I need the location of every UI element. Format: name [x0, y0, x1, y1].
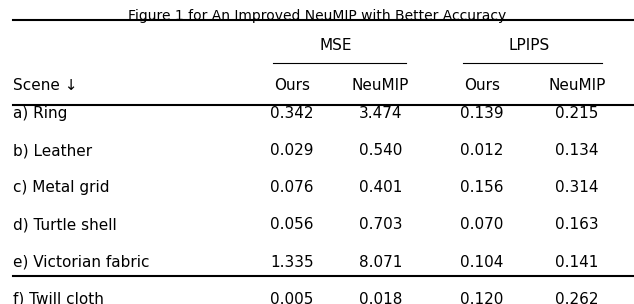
Text: 0.070: 0.070 — [460, 217, 503, 233]
Text: Scene ↓: Scene ↓ — [13, 78, 77, 93]
Text: d) Turtle shell: d) Turtle shell — [13, 217, 117, 233]
Text: 0.540: 0.540 — [359, 143, 402, 158]
Text: c) Metal grid: c) Metal grid — [13, 181, 109, 195]
Text: 0.163: 0.163 — [555, 217, 598, 233]
Text: 3.474: 3.474 — [359, 106, 402, 121]
Text: Ours: Ours — [464, 78, 500, 93]
Text: MSE: MSE — [320, 38, 353, 53]
Text: Figure 1 for An Improved NeuMIP with Better Accuracy: Figure 1 for An Improved NeuMIP with Bet… — [128, 9, 506, 22]
Text: 8.071: 8.071 — [359, 254, 402, 270]
Text: 1.335: 1.335 — [270, 254, 313, 270]
Text: 0.056: 0.056 — [270, 217, 313, 233]
Text: 0.120: 0.120 — [460, 292, 503, 304]
Text: 0.215: 0.215 — [555, 106, 598, 121]
Text: 0.029: 0.029 — [270, 143, 313, 158]
Text: 0.104: 0.104 — [460, 254, 503, 270]
Text: 0.005: 0.005 — [270, 292, 313, 304]
Text: 0.134: 0.134 — [555, 143, 598, 158]
Text: LPIPS: LPIPS — [508, 38, 550, 53]
Text: 0.156: 0.156 — [460, 181, 503, 195]
Text: 0.018: 0.018 — [359, 292, 402, 304]
Text: e) Victorian fabric: e) Victorian fabric — [13, 254, 149, 270]
Text: 0.262: 0.262 — [555, 292, 598, 304]
Text: 0.076: 0.076 — [270, 181, 313, 195]
Text: b) Leather: b) Leather — [13, 143, 92, 158]
Text: 0.139: 0.139 — [460, 106, 503, 121]
Text: 0.012: 0.012 — [460, 143, 503, 158]
Text: 0.314: 0.314 — [555, 181, 598, 195]
Text: NeuMIP: NeuMIP — [352, 78, 409, 93]
Text: 0.141: 0.141 — [555, 254, 598, 270]
Text: 0.401: 0.401 — [359, 181, 402, 195]
Text: NeuMIP: NeuMIP — [548, 78, 605, 93]
Text: f) Twill cloth: f) Twill cloth — [13, 292, 103, 304]
Text: 0.703: 0.703 — [359, 217, 402, 233]
Text: a) Ring: a) Ring — [13, 106, 67, 121]
Text: Ours: Ours — [274, 78, 309, 93]
Text: 0.342: 0.342 — [270, 106, 313, 121]
